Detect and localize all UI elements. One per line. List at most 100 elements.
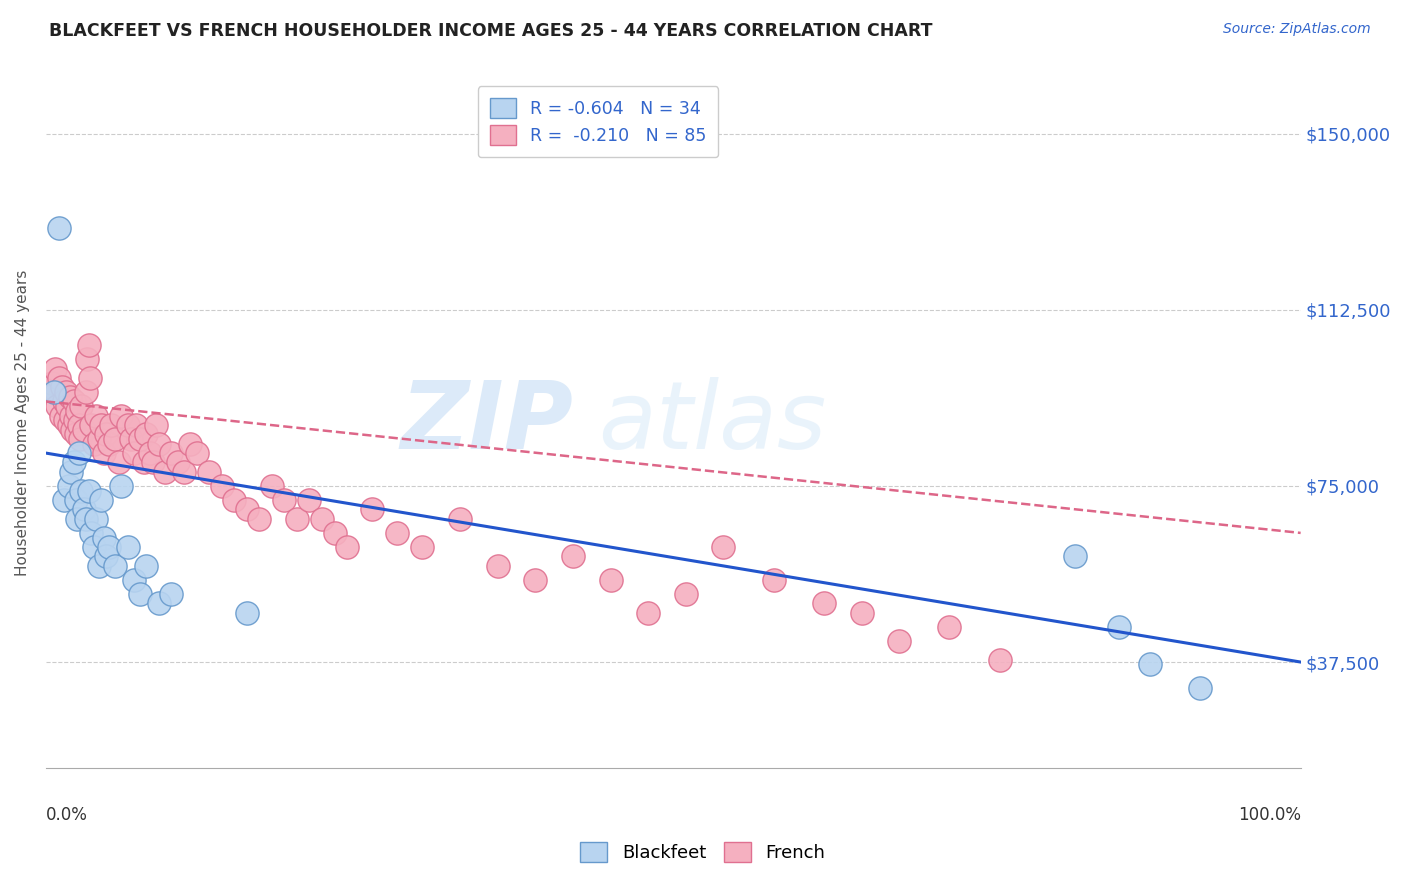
- Point: [135, 427, 157, 442]
- Point: [247, 512, 270, 526]
- Point: [70, 399, 93, 413]
- Point: [122, 446, 145, 460]
- Point: [75, 385, 97, 400]
- Point: [93, 446, 115, 460]
- Point: [45, 385, 67, 400]
- Point: [411, 540, 433, 554]
- Point: [142, 455, 165, 469]
- Point: [104, 558, 127, 573]
- Point: [387, 525, 409, 540]
- Point: [62, 455, 84, 469]
- Point: [75, 512, 97, 526]
- Point: [58, 479, 80, 493]
- Point: [100, 417, 122, 432]
- Point: [72, 423, 94, 437]
- Point: [148, 596, 170, 610]
- Point: [762, 573, 785, 587]
- Legend: Blackfeet, French: Blackfeet, French: [574, 834, 832, 870]
- Point: [53, 413, 76, 427]
- Point: [87, 558, 110, 573]
- Point: [76, 352, 98, 367]
- Point: [637, 606, 659, 620]
- Point: [60, 423, 83, 437]
- Point: [65, 427, 87, 442]
- Point: [51, 380, 73, 394]
- Point: [173, 465, 195, 479]
- Point: [145, 417, 167, 432]
- Point: [97, 436, 120, 450]
- Point: [84, 409, 107, 423]
- Point: [65, 493, 87, 508]
- Point: [198, 465, 221, 479]
- Text: 0.0%: 0.0%: [46, 805, 87, 823]
- Point: [132, 455, 155, 469]
- Point: [93, 531, 115, 545]
- Point: [1139, 657, 1161, 672]
- Point: [273, 493, 295, 508]
- Point: [186, 446, 208, 460]
- Point: [67, 446, 90, 460]
- Point: [52, 493, 75, 508]
- Point: [59, 390, 82, 404]
- Point: [323, 525, 346, 540]
- Point: [125, 417, 148, 432]
- Point: [79, 371, 101, 385]
- Point: [851, 606, 873, 620]
- Legend: R = -0.604   N = 34, R =  -0.210   N = 85: R = -0.604 N = 34, R = -0.210 N = 85: [478, 87, 718, 158]
- Point: [336, 540, 359, 554]
- Point: [599, 573, 621, 587]
- Point: [44, 361, 66, 376]
- Point: [135, 558, 157, 573]
- Point: [63, 413, 86, 427]
- Point: [72, 502, 94, 516]
- Point: [77, 338, 100, 352]
- Y-axis label: Householder Income Ages 25 - 44 years: Householder Income Ages 25 - 44 years: [15, 269, 30, 575]
- Point: [52, 394, 75, 409]
- Point: [361, 502, 384, 516]
- Point: [713, 540, 735, 554]
- Point: [97, 540, 120, 554]
- Point: [60, 465, 83, 479]
- Point: [83, 436, 105, 450]
- Point: [117, 540, 139, 554]
- Point: [48, 220, 70, 235]
- Point: [58, 417, 80, 432]
- Point: [889, 634, 911, 648]
- Point: [1063, 549, 1085, 564]
- Point: [449, 512, 471, 526]
- Point: [486, 558, 509, 573]
- Point: [938, 620, 960, 634]
- Point: [67, 417, 90, 432]
- Point: [48, 371, 70, 385]
- Point: [96, 427, 118, 442]
- Point: [166, 455, 188, 469]
- Point: [87, 432, 110, 446]
- Point: [311, 512, 333, 526]
- Point: [675, 587, 697, 601]
- Point: [179, 436, 201, 450]
- Point: [83, 540, 105, 554]
- Point: [1189, 681, 1212, 695]
- Point: [129, 432, 152, 446]
- Point: [122, 573, 145, 587]
- Point: [90, 417, 112, 432]
- Point: [260, 479, 283, 493]
- Point: [298, 493, 321, 508]
- Point: [49, 409, 72, 423]
- Text: Source: ZipAtlas.com: Source: ZipAtlas.com: [1223, 22, 1371, 37]
- Point: [107, 455, 129, 469]
- Point: [1108, 620, 1130, 634]
- Point: [139, 446, 162, 460]
- Point: [41, 376, 63, 390]
- Point: [66, 512, 89, 526]
- Point: [988, 653, 1011, 667]
- Point: [70, 483, 93, 498]
- Point: [117, 417, 139, 432]
- Point: [62, 394, 84, 409]
- Point: [561, 549, 583, 564]
- Point: [524, 573, 547, 587]
- Point: [224, 493, 246, 508]
- Point: [80, 417, 103, 432]
- Point: [42, 385, 65, 400]
- Point: [285, 512, 308, 526]
